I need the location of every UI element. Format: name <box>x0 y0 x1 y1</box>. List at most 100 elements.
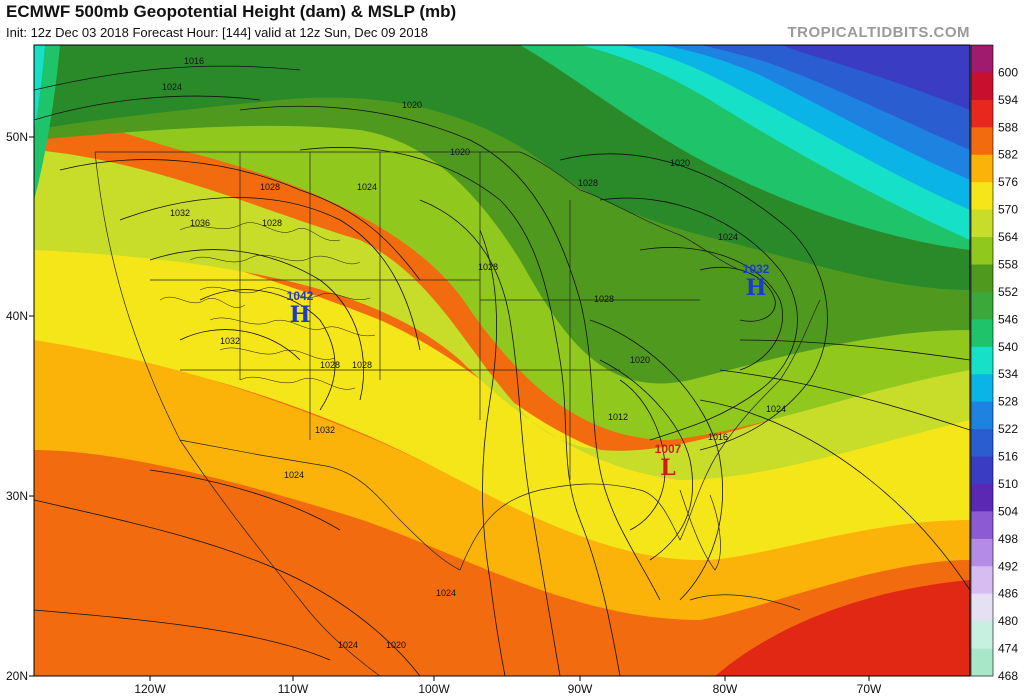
colorbar-label: 546 <box>998 312 1018 326</box>
isobar-label: 1016 <box>184 56 204 66</box>
colorbar-swatch <box>971 483 993 512</box>
isobar-label: 1028 <box>262 218 282 228</box>
colorbar-label: 492 <box>998 559 1018 573</box>
longitude-label: 110W <box>278 682 309 696</box>
isobar-label: 1020 <box>402 100 422 110</box>
colorbar-label: 564 <box>998 230 1018 244</box>
colorbar-swatch <box>971 511 993 540</box>
isobar-label: 1032 <box>170 208 190 218</box>
band-546 <box>34 45 970 290</box>
colorbar-label: 480 <box>998 614 1018 628</box>
longitude-label: 100W <box>418 682 450 696</box>
isobar-label: 1024 <box>338 640 358 650</box>
colorbar-label: 516 <box>998 450 1018 464</box>
height-field <box>34 45 970 676</box>
isobar-label: 1012 <box>608 412 628 422</box>
isobar-label: 1020 <box>450 147 470 157</box>
colorbar-label: 570 <box>998 203 1018 217</box>
high-pressure-value: 1042 <box>287 289 314 303</box>
colorbar-label: 558 <box>998 257 1018 271</box>
gulf-coast <box>459 299 821 571</box>
isobar-label: 1024 <box>284 470 304 480</box>
colorbar-swatch <box>971 593 993 622</box>
colorbar-swatch <box>971 99 993 128</box>
longitude-label: 80W <box>713 682 738 696</box>
colorbar-label: 498 <box>998 532 1018 546</box>
colorbar-swatch <box>971 264 993 293</box>
colorbar-swatch <box>971 154 993 183</box>
colorbar-swatch <box>971 621 993 650</box>
isobar-label: 1020 <box>670 158 690 168</box>
high-pressure-marker: H <box>746 275 767 301</box>
isobar-label: 1024 <box>718 232 738 242</box>
latitude-axis: 50N 40N 30N 20N <box>6 130 34 683</box>
latitude-label: 50N <box>6 130 28 144</box>
high-pressure-value: 1032 <box>743 262 770 276</box>
florida <box>679 489 721 571</box>
isobar-label: 1028 <box>352 360 372 370</box>
colorbar-swatch <box>971 346 993 375</box>
isobar-label: 1032 <box>220 336 240 346</box>
low-pressure-value: 1007 <box>655 442 682 456</box>
isobar-label: 1024 <box>766 404 786 414</box>
isobar-label: 1028 <box>320 360 340 370</box>
isobar-label: 1028 <box>594 294 614 304</box>
band-south-red <box>715 580 970 676</box>
isobar-label: 1016 <box>708 432 728 442</box>
colorbar-label: 600 <box>998 65 1018 79</box>
colorbar-label: 582 <box>998 148 1018 162</box>
latitude-label: 20N <box>6 669 28 683</box>
isobar-label: 1024 <box>357 182 377 192</box>
isobar-label: 1036 <box>190 218 210 228</box>
colorbar-label: 474 <box>998 642 1018 656</box>
colorbar-label: 534 <box>998 367 1018 381</box>
terrain-contours <box>159 222 376 390</box>
isobar-label: 1028 <box>260 182 280 192</box>
colorbar-swatch <box>971 429 993 458</box>
latitude-label: 30N <box>6 489 28 503</box>
colorbar-swatch <box>971 127 993 156</box>
longitude-label: 70W <box>857 682 882 696</box>
longitude-label: 120W <box>134 682 166 696</box>
colorbar-frame <box>970 44 994 677</box>
colorbar-label: 522 <box>998 422 1018 436</box>
forecast-info: Init: 12z Dec 03 2018 Forecast Hour: [14… <box>6 25 429 40</box>
colorbar-label: 540 <box>998 340 1018 354</box>
colorbar-swatch <box>971 209 993 238</box>
us-canada-border <box>95 151 741 271</box>
colorbar-label: 552 <box>998 285 1018 299</box>
map-frame <box>33 44 971 677</box>
low-pressure-marker: L <box>660 455 675 481</box>
us-mexico-border <box>179 439 461 571</box>
colorbar-swatch <box>971 291 993 320</box>
band-564 <box>34 150 970 480</box>
longitude-axis: 120W 110W 100W 90W 80W 70W <box>134 676 882 696</box>
isobar-label: 1024 <box>436 588 456 598</box>
colorbar-swatch <box>971 374 993 403</box>
colorbar-label: 588 <box>998 120 1018 134</box>
colorbar-swatch <box>971 538 993 567</box>
colorbar-label: 504 <box>998 504 1018 518</box>
colorbar-swatch <box>971 566 993 595</box>
colorbar-label: 528 <box>998 395 1018 409</box>
latitude-label: 40N <box>6 309 28 323</box>
colorbar-swatch <box>971 401 993 430</box>
mexico-pacific-coast <box>179 439 381 676</box>
colorbar-label: 468 <box>998 669 1018 683</box>
isobar-label: 1020 <box>630 355 650 365</box>
colorbar: 600 594 588 582 576 570 564 558 552 546 540 534 528 5… <box>970 44 1018 683</box>
band-510 <box>780 45 970 110</box>
isobar-label: 1024 <box>162 82 182 92</box>
colorbar-swatch <box>971 45 993 73</box>
cuba <box>689 594 801 611</box>
isobars <box>34 65 970 676</box>
brand-watermark[interactable]: TROPICALTIDBITS.COM <box>787 24 970 41</box>
colorbar-label: 510 <box>998 477 1018 491</box>
colorbar-swatch <box>971 319 993 348</box>
isobar-label: 1028 <box>478 262 498 272</box>
high-pressure-marker: H <box>290 302 311 328</box>
colorbar-swatch <box>971 237 993 265</box>
